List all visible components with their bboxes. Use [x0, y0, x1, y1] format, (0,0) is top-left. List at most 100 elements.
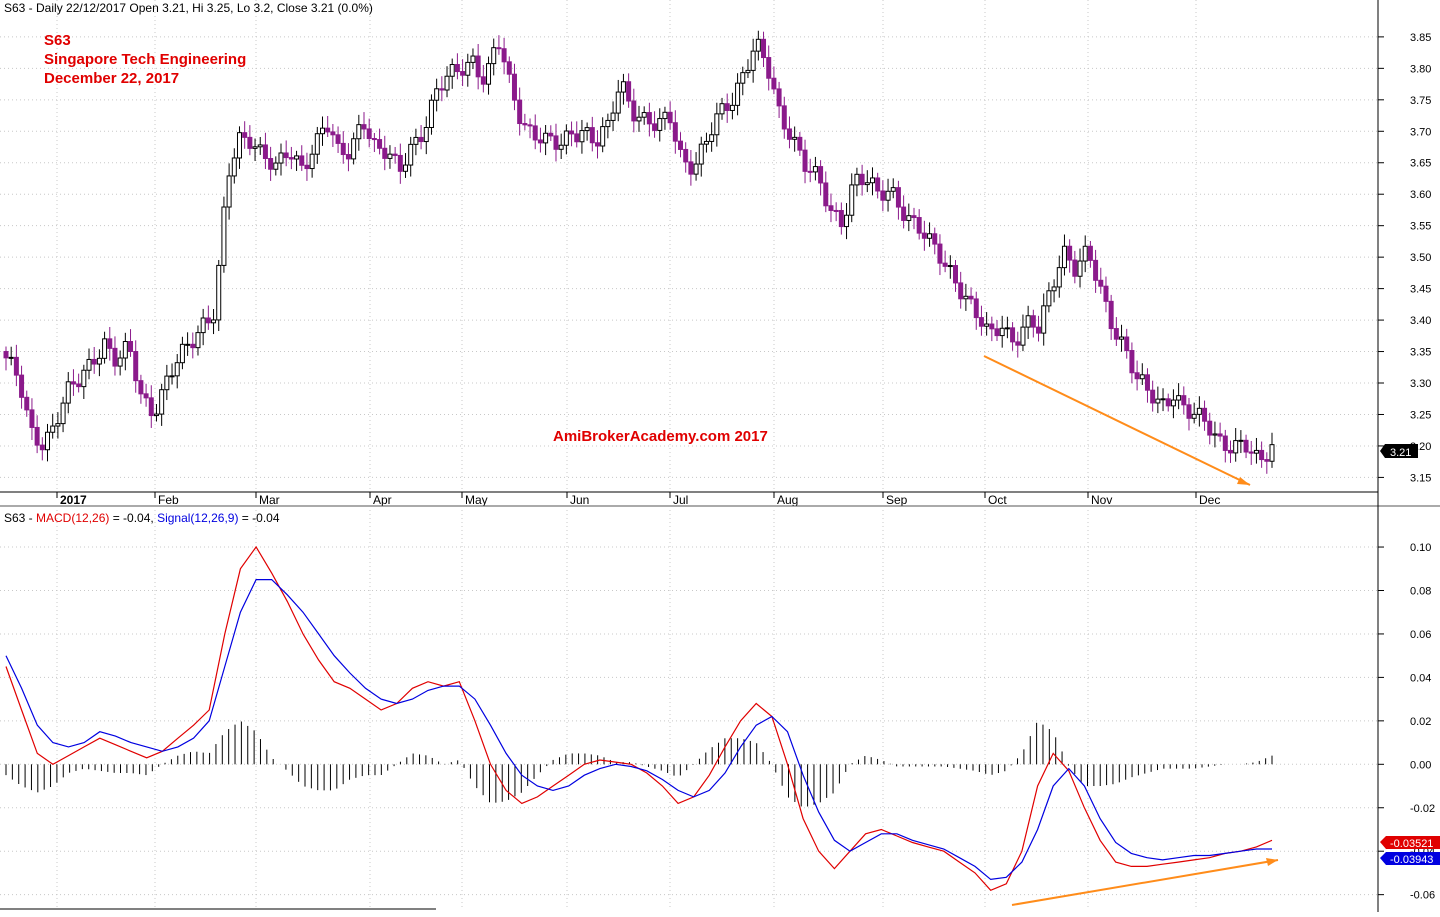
- price-y-tick-label: 3.30: [1410, 378, 1431, 390]
- candle-body: [501, 48, 507, 63]
- candle-body: [39, 444, 45, 451]
- candle-body: [449, 64, 455, 77]
- candle-body: [1004, 327, 1010, 330]
- candle-body: [55, 423, 61, 427]
- candle-body: [475, 55, 481, 78]
- candle-body: [91, 358, 97, 365]
- macd-header-macd-label: MACD(12,26): [36, 511, 109, 525]
- candle-body: [989, 323, 995, 330]
- price-x-axis: 2017 Feb Mar Apr May Jun Jul Aug Sep Oct Nov Dec: [56, 492, 1220, 507]
- candle-body: [377, 139, 383, 149]
- candle-body: [517, 99, 523, 125]
- candle-body: [875, 177, 881, 192]
- candle-body: [667, 111, 673, 124]
- candle-body: [563, 130, 569, 146]
- candle-body: [844, 214, 850, 228]
- macd-divergence-arrowhead: [1266, 858, 1278, 866]
- price-divergence-line: [983, 355, 1251, 486]
- candle-body: [439, 88, 445, 91]
- candle-body: [330, 131, 336, 136]
- price-x-tick-label: Dec: [1199, 493, 1220, 507]
- candle-body: [397, 154, 403, 172]
- candle-body: [1150, 389, 1156, 404]
- price-y-tick-label: 3.55: [1410, 221, 1431, 233]
- candle-body: [1025, 315, 1031, 328]
- candle-body: [761, 38, 767, 59]
- candle-body: [60, 402, 66, 425]
- candle-body: [174, 362, 180, 377]
- candle-body: [216, 264, 222, 321]
- candle-body: [745, 69, 751, 74]
- candle-body: [1108, 300, 1114, 330]
- price-y-tick-label: 3.35: [1410, 347, 1431, 359]
- candle-body: [548, 132, 554, 137]
- macd-grid: [0, 510, 1378, 909]
- candle-body: [522, 123, 528, 126]
- macd-header: S63 - MACD(12,26) = -0.04, Signal(12,26,…: [4, 511, 280, 525]
- candle-body: [1030, 315, 1036, 328]
- price-x-tick-label: May: [465, 493, 488, 507]
- candle-body: [963, 295, 969, 300]
- candle-body: [428, 99, 434, 128]
- candle-body: [1077, 260, 1083, 277]
- candle-body: [605, 119, 611, 128]
- macd-y-axis: 0.100.080.060.040.020.00-0.02-0.04-0.06: [1378, 542, 1435, 902]
- candle-body: [958, 282, 964, 300]
- candle-body: [345, 154, 351, 160]
- candle-body: [953, 265, 958, 284]
- candle-body: [631, 100, 637, 122]
- candle-body: [81, 369, 87, 388]
- candle-body: [1243, 439, 1249, 453]
- candle-body: [24, 396, 30, 411]
- candle-body: [299, 155, 305, 166]
- candle-body: [320, 127, 325, 135]
- candle-body: [1176, 395, 1182, 401]
- candle-body: [387, 153, 393, 159]
- candle-body: [1165, 398, 1171, 407]
- candle-body: [1170, 399, 1176, 407]
- price-candles: [3, 30, 1275, 474]
- candle-body: [486, 63, 492, 85]
- candle-body: [19, 374, 25, 398]
- price-y-tick-label: 3.15: [1410, 472, 1431, 484]
- candle-body: [506, 61, 512, 75]
- candle-body: [138, 380, 144, 395]
- candle-body: [351, 138, 357, 160]
- candle-body: [574, 133, 580, 143]
- candle-body: [703, 140, 709, 145]
- candle-body: [1191, 413, 1197, 419]
- candle-body: [1222, 435, 1228, 451]
- last-price-badge-text: 3.21: [1390, 447, 1411, 459]
- candle-body: [729, 104, 735, 111]
- candle-body: [1233, 440, 1239, 454]
- candle-body: [885, 190, 891, 201]
- candle-body: [662, 111, 668, 120]
- candle-body: [672, 122, 678, 142]
- candle-body: [242, 132, 248, 138]
- macd-y-tick-label: 0.04: [1410, 672, 1431, 684]
- candle-body: [1253, 449, 1259, 454]
- candle-body: [211, 319, 217, 324]
- macd-header-prefix: S63 -: [4, 511, 36, 525]
- price-y-tick-label: 3.25: [1410, 409, 1431, 421]
- candle-body: [537, 139, 543, 144]
- candle-body: [148, 397, 154, 417]
- candle-body: [169, 375, 175, 378]
- candle-body: [895, 187, 901, 208]
- candle-body: [553, 135, 559, 150]
- candle-body: [1196, 407, 1202, 415]
- candle-body: [13, 356, 19, 376]
- candle-body: [869, 177, 875, 184]
- candle-body: [838, 210, 844, 228]
- chart-title-ticker: S63: [44, 32, 71, 49]
- candle-body: [444, 75, 450, 91]
- candle-body: [781, 105, 787, 130]
- candle-body: [335, 134, 341, 144]
- candle-body: [1139, 374, 1145, 380]
- candle-body: [1046, 290, 1052, 307]
- candle-body: [626, 81, 632, 102]
- candle-body: [766, 57, 772, 79]
- candle-body: [740, 72, 746, 84]
- candle-body: [1212, 433, 1218, 436]
- candle-body: [195, 332, 201, 349]
